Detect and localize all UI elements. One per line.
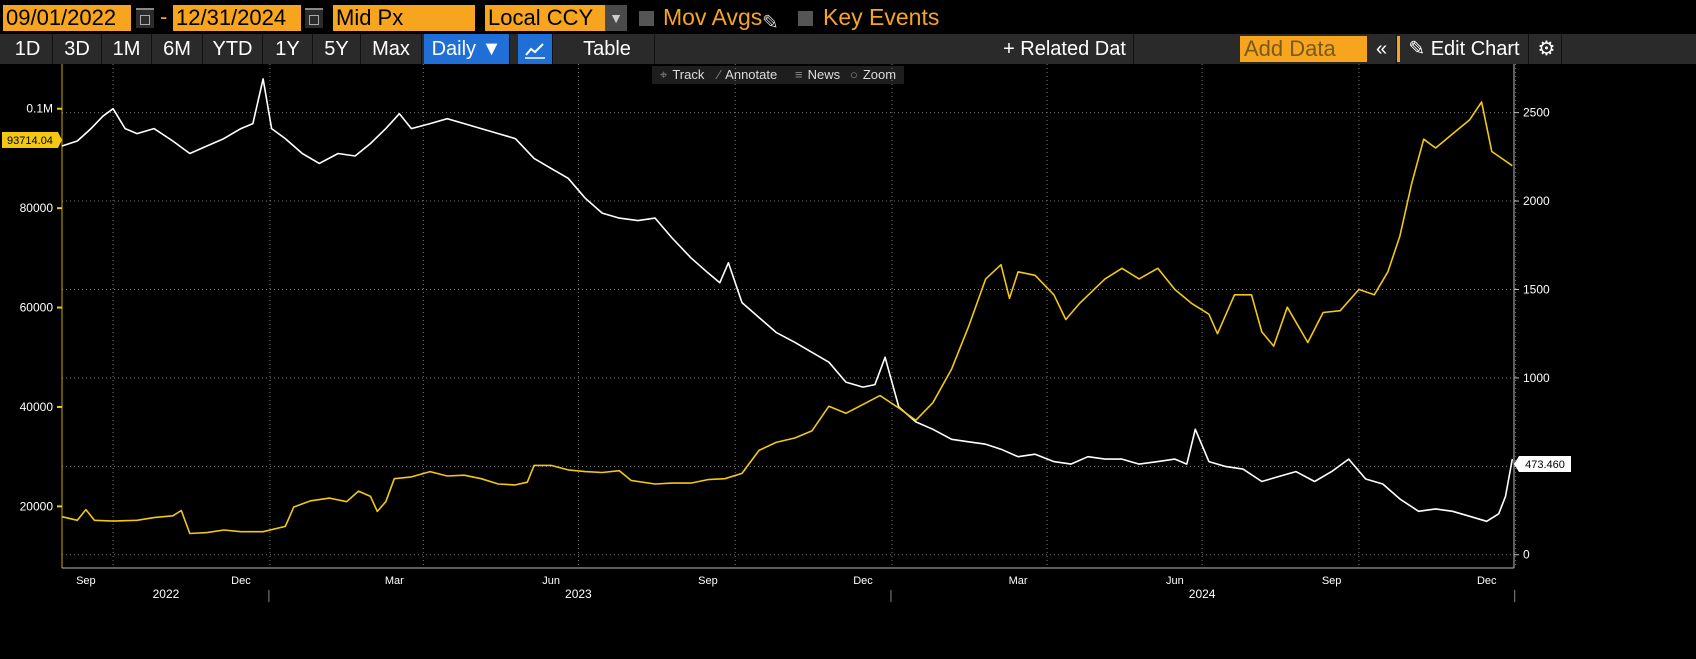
- mov-avgs-label: Mov Avgs: [663, 4, 763, 30]
- magnifier-icon: ○: [850, 67, 858, 82]
- left-last-value-arrow: [58, 131, 62, 148]
- pen-icon: ∕: [718, 67, 721, 82]
- chevron-down-icon[interactable]: ▼: [605, 5, 627, 31]
- month-label: Sep: [76, 575, 96, 587]
- period-6m-button[interactable]: 6M: [152, 34, 203, 64]
- year-label: 2022: [153, 587, 180, 601]
- period-1d-button[interactable]: 1D: [3, 34, 53, 64]
- zoom-label: Zoom: [862, 67, 897, 82]
- month-label: Jun: [1166, 575, 1184, 587]
- currency-selector[interactable]: Local CCY: [485, 5, 605, 31]
- right-tick-label: 2500: [1523, 106, 1550, 120]
- yellow-price-line: [61, 101, 1513, 535]
- field-selector[interactable]: Mid Px: [333, 5, 475, 31]
- right-tick-label: 1000: [1523, 371, 1550, 385]
- right-tick-label: 500: [1523, 459, 1543, 473]
- period-1y-button[interactable]: 1Y: [263, 34, 313, 64]
- edit-chart-button[interactable]: ✎ Edit Chart: [1400, 34, 1529, 64]
- start-date-field[interactable]: 09/01/2022: [3, 5, 131, 31]
- track-tool[interactable]: ⌖ Track: [660, 66, 704, 84]
- series-lines: [61, 78, 1514, 535]
- right-last-value-label: 473.460: [1525, 459, 1565, 471]
- track-label: Track: [672, 67, 705, 82]
- gridlines: [62, 64, 1517, 568]
- month-label: Jun: [542, 575, 560, 587]
- news-label: News: [807, 67, 841, 82]
- right-last-value-tag: [1519, 456, 1571, 472]
- period-max-button[interactable]: Max: [361, 34, 422, 64]
- month-label: Sep: [698, 575, 718, 587]
- period-ytd-button[interactable]: YTD: [203, 34, 263, 64]
- left-tick-label: 40000: [20, 400, 54, 414]
- line-chart-icon[interactable]: [518, 34, 553, 64]
- crosshair-icon: ⌖: [660, 67, 668, 82]
- right-tick-label: 0: [1523, 548, 1530, 562]
- left-tick-label: 0.1M: [26, 102, 53, 116]
- calendar-icon[interactable]: [136, 8, 154, 28]
- frequency-dropdown[interactable]: Daily ▼: [424, 34, 510, 64]
- left-tick-label: 20000: [20, 499, 54, 513]
- news-icon: ≡: [795, 67, 803, 82]
- zoom-tool[interactable]: ○ Zoom: [850, 66, 896, 84]
- left-last-value-label: 93714.04: [7, 135, 53, 147]
- period-1m-button[interactable]: 1M: [102, 34, 152, 64]
- related-data-button[interactable]: + Related Dat: [996, 34, 1134, 64]
- date-separator: -: [160, 4, 168, 29]
- white-price-line: [61, 78, 1514, 523]
- top-bar: 09/01/2022 - 12/31/2024 Mid Px Local CCY…: [0, 0, 1696, 36]
- key-events-checkbox[interactable]: [798, 11, 813, 26]
- month-label: Mar: [385, 575, 404, 587]
- month-label: Sep: [1322, 575, 1342, 587]
- right-tick-label: 1500: [1523, 282, 1550, 296]
- right-tick-label: 2000: [1523, 194, 1550, 208]
- month-label: Dec: [1477, 575, 1497, 587]
- left-tick-label: 80000: [20, 201, 54, 215]
- pencil-icon[interactable]: ✎: [762, 12, 779, 34]
- end-date-field[interactable]: 12/31/2024: [173, 5, 301, 31]
- period-5y-button[interactable]: 5Y: [313, 34, 361, 64]
- right-last-value-arrow: [1514, 456, 1519, 472]
- year-label: 2023: [565, 587, 592, 601]
- left-last-value-tag: [2, 131, 58, 148]
- collapse-button[interactable]: «: [1367, 34, 1397, 64]
- mov-avgs-checkbox[interactable]: [639, 11, 654, 26]
- month-label: Dec: [231, 575, 251, 587]
- settings-gear-icon[interactable]: ⚙: [1532, 34, 1562, 64]
- axis-labels: 20000 40000 60000 80000 0.1M 0 500 1000 1500 2000…: [2, 102, 1571, 601]
- table-button[interactable]: Table: [560, 34, 655, 64]
- left-tick-label: 60000: [20, 301, 54, 315]
- annotate-label: Annotate: [725, 67, 778, 82]
- annotate-tool[interactable]: ∕ Annotate: [718, 66, 777, 84]
- month-label: Dec: [853, 575, 873, 587]
- period-3d-button[interactable]: 3D: [53, 34, 102, 64]
- axes: [57, 64, 1519, 602]
- year-label: 2024: [1189, 587, 1216, 601]
- calendar-icon[interactable]: [305, 8, 323, 28]
- key-events-label: Key Events: [823, 4, 940, 30]
- month-label: Mar: [1009, 575, 1028, 587]
- news-tool[interactable]: ≡ News: [795, 66, 840, 84]
